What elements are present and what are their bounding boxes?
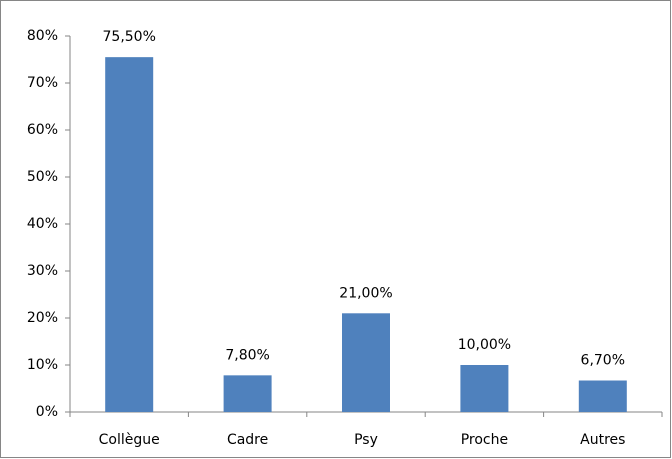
x-tick-label: Autres (580, 432, 625, 448)
bar (460, 365, 509, 412)
data-label: 75,50% (103, 29, 156, 45)
y-tick-label: 70% (27, 75, 58, 91)
x-tick-label: Cadre (227, 432, 268, 448)
x-tick-label: Psy (354, 432, 378, 448)
data-label: 6,70% (581, 353, 625, 369)
bar (223, 375, 272, 412)
y-tick-label: 30% (27, 263, 58, 279)
y-tick-label: 20% (27, 310, 58, 326)
bar (342, 313, 390, 412)
data-label: 21,00% (339, 285, 392, 301)
bar (105, 57, 154, 413)
bar (578, 380, 627, 412)
data-label: 7,80% (225, 347, 269, 363)
y-tick-label: 40% (27, 216, 58, 232)
y-tick-label: 10% (27, 357, 58, 373)
y-tick-label: 80% (27, 28, 58, 44)
x-tick-label: Collègue (99, 432, 160, 448)
y-tick-label: 60% (27, 122, 58, 138)
y-tick-label: 50% (27, 169, 58, 185)
data-label: 10,00% (458, 337, 511, 353)
x-tick-label: Proche (461, 432, 508, 448)
y-tick-label: 0% (36, 404, 58, 420)
